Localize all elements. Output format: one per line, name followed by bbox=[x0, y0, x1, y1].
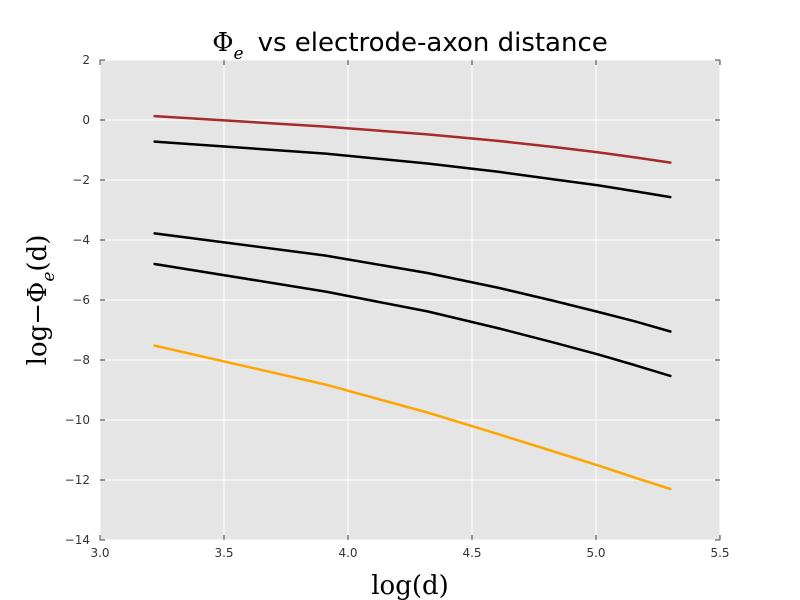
x-tick-label: 4.0 bbox=[338, 546, 357, 560]
tick-labels: 3.0 3.5 4.0 4.5 5.0 5.5 2 0 −2 −4 −6 −8 −10 −12 −14 bbox=[65, 53, 730, 560]
y-tick-label: 2 bbox=[82, 53, 90, 67]
y-tick-label: −6 bbox=[72, 293, 90, 307]
title-subscript: e bbox=[234, 44, 244, 64]
y-tick-label: −14 bbox=[65, 533, 90, 547]
y-label-subscript: e bbox=[39, 272, 59, 282]
series-line bbox=[153, 140, 672, 199]
ticks bbox=[99, 59, 721, 541]
chart-title: Φe vs electrode-axon distance bbox=[212, 28, 608, 64]
y-tick-label: −10 bbox=[65, 413, 90, 427]
x-tick-label: 4.5 bbox=[462, 546, 481, 560]
series-line bbox=[153, 232, 672, 333]
y-label-suffix: (d) bbox=[23, 235, 53, 272]
x-tick-label: 3.5 bbox=[214, 546, 233, 560]
y-tick-label: −4 bbox=[72, 233, 90, 247]
x-axis-label: log(d) bbox=[371, 571, 449, 600]
title-text: vs electrode-axon distance bbox=[258, 28, 608, 58]
y-axis-label: log−Φe(d) bbox=[23, 235, 59, 366]
y-label-minus: − bbox=[23, 303, 53, 325]
series-line bbox=[153, 262, 672, 378]
x-tick-label: 5.0 bbox=[586, 546, 605, 560]
series-group bbox=[153, 114, 672, 491]
y-tick-label: −2 bbox=[72, 173, 90, 187]
y-tick-label: −12 bbox=[65, 473, 90, 487]
y-tick-label: −8 bbox=[72, 353, 90, 367]
y-label-prefix: log bbox=[23, 325, 53, 366]
x-tick-label: 3.0 bbox=[90, 546, 109, 560]
y-tick-label: 0 bbox=[82, 113, 90, 127]
x-tick-label: 5.5 bbox=[710, 546, 729, 560]
series-line bbox=[153, 344, 672, 491]
y-label-symbol: Φ bbox=[23, 282, 53, 303]
title-symbol: Φ bbox=[212, 28, 233, 58]
series-line bbox=[153, 114, 672, 164]
